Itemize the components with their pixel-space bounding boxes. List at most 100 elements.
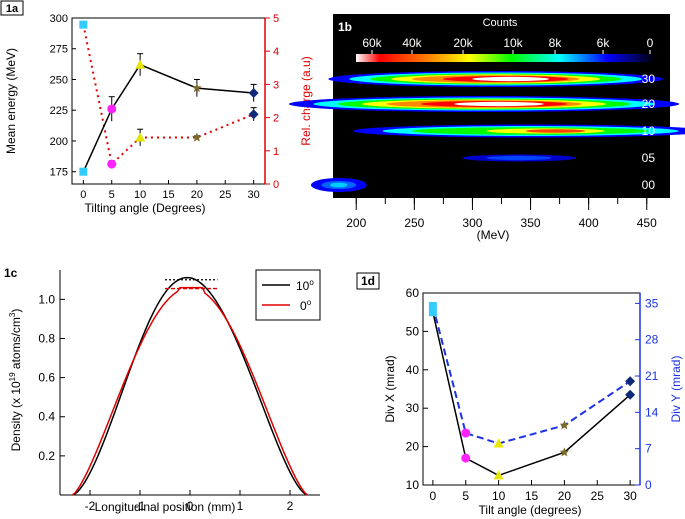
x-tick-label: 450 [637, 216, 657, 230]
x-tick-label: 10 [134, 189, 146, 201]
heatmap-peak [454, 101, 544, 107]
point-mean-energy [248, 88, 259, 99]
heatmap-row-30 [328, 71, 664, 87]
x-tick-label: 350 [521, 216, 541, 230]
colorbar-title: Counts [483, 17, 518, 29]
colorbar-tick-label: 0 [647, 36, 654, 50]
y-tick-label: 275 [50, 44, 68, 56]
panel-1b-xlabel: (MeV) [477, 228, 510, 242]
panel-1d-y2label: Div Y (mrad) [669, 356, 683, 423]
series-mean-energy-line [82, 63, 254, 173]
panel-1c-label: 1c [4, 266, 18, 280]
y2-tick-label: 3 [273, 79, 279, 91]
x-tick-label: 20 [558, 489, 572, 503]
panel-1a-axes: 0 5 10 15 20 25 30 175 200 225 250 275 300 0 1 2 3 4 5 [50, 13, 279, 201]
y-tick-label: 20 [406, 440, 420, 454]
panel-1d-series [428, 301, 636, 480]
y-tick-label: 225 [50, 105, 68, 117]
y-tick-label: 60 [406, 286, 420, 300]
panel-1c-xlabel: Longitudinal position (mm) [95, 500, 236, 514]
y-tick-label: 200 [50, 136, 68, 148]
panel-1c-axes: -2 -1 0 1 2 0.2 0.4 0.6 0.8 1.0 [38, 270, 320, 513]
point-div-y [559, 420, 570, 430]
panel-1a-xlabel: Tilting angle (Degrees) [85, 201, 206, 215]
heatmap-peak [472, 76, 550, 82]
panel-1d: 1d 0 5 10 15 20 25 30 10 20 30 40 50 60 0 7 14 21 28 35 Ti… [356, 272, 683, 517]
y-tick-label: 175 [50, 167, 68, 179]
point-div-x [461, 453, 471, 463]
colorbar-tick-label: 8k [549, 36, 563, 50]
panel-1b-axes: 200 250 300 350 400 450 [346, 198, 657, 230]
panel-1d-plot-frame [422, 292, 641, 486]
panel-1c-series [72, 276, 308, 496]
heatmap-row-label: 00 [642, 178, 656, 192]
x-tick-label: 30 [623, 489, 637, 503]
panel-1a-plot-frame [71, 17, 266, 185]
x-tick-label: 20 [191, 189, 203, 201]
point-div-y [428, 301, 437, 310]
heatmap-row-10 [352, 124, 685, 138]
series-rel-charge-line [82, 24, 255, 167]
x-tick-label: 250 [404, 216, 424, 230]
panel-1b: 1b Counts 60k 40k 20k 10k 8k 6k 0 30 20 10 05 00 2… [288, 14, 685, 242]
colorbar-tick-label: 10k [503, 36, 523, 50]
colorbar-tick-label: 60k [362, 36, 382, 50]
x-tick-label: 2 [287, 499, 294, 513]
panel-1c-legend [255, 269, 321, 321]
x-tick-label: 5 [462, 489, 469, 503]
y2-tick-label: 0 [273, 179, 279, 191]
x-tick-label: -1 [135, 499, 146, 513]
x-tick-label: 5 [109, 189, 115, 201]
y2-tick-label: 7 [645, 442, 652, 456]
x-tick-label: 400 [579, 216, 599, 230]
y2-tick-label: 35 [645, 296, 659, 310]
point-div-y [493, 438, 504, 448]
colorbar-tick-label: 40k [402, 36, 422, 50]
x-tick-label: 15 [162, 189, 174, 201]
y-tick-label: 50 [406, 324, 420, 338]
panel-1d-label: 1d [361, 274, 375, 288]
heatmap-row-label: 20 [642, 97, 656, 111]
x-tick-label: 15 [525, 489, 539, 503]
y2-tick-label: 1 [273, 146, 279, 158]
legend-label-10deg: 10o [296, 278, 314, 293]
heatmap-row-label: 30 [642, 72, 656, 86]
panel-1a-label-box [0, 0, 24, 16]
y2-tick-label: 4 [273, 46, 279, 58]
y-tick-label: 30 [406, 401, 420, 415]
y2-tick-label: 0 [645, 478, 652, 492]
x-tick-label: 1 [237, 499, 244, 513]
y2-tick-label: 21 [645, 369, 659, 383]
point-div-x [493, 470, 504, 480]
heatmap-row-label: 10 [642, 124, 656, 138]
x-tick-label: 0 [430, 489, 437, 503]
heatmap-row-20 [288, 96, 680, 112]
series-div-x-line [432, 312, 631, 477]
panel-1a-ylabel: Mean energy (MeV) [4, 48, 18, 154]
point-rel-charge [107, 159, 117, 169]
y2-tick-label: 28 [645, 333, 659, 347]
heatmap-rows: 30 20 10 05 00 [288, 71, 685, 192]
point-div-x [428, 308, 437, 317]
y-tick-label: 250 [50, 74, 68, 86]
colorbar-tick-label: 6k [597, 36, 611, 50]
y-tick-label: 0.4 [38, 410, 55, 424]
heatmap-row-label: 05 [642, 151, 656, 165]
point-mean-energy [135, 59, 146, 69]
x-tick-label: 0 [187, 499, 194, 513]
point-mean-energy [79, 167, 88, 176]
point-rel-charge [135, 132, 146, 142]
colorbar-tick-label: 20k [453, 36, 473, 50]
x-tick-label: 10 [492, 489, 506, 503]
heatmap-peak [330, 182, 348, 188]
point-rel-charge [248, 109, 259, 120]
heatmap-row-05 [461, 154, 576, 162]
point-mean-energy [192, 83, 202, 93]
density-curve-10deg [72, 276, 308, 496]
point-mean-energy [107, 104, 117, 114]
x-tick-label: 25 [219, 189, 231, 201]
panel-1d-xlabel: Tilt angle (degrees) [479, 503, 582, 517]
x-tick-label: 25 [591, 489, 605, 503]
series-div-y-line [431, 305, 631, 445]
